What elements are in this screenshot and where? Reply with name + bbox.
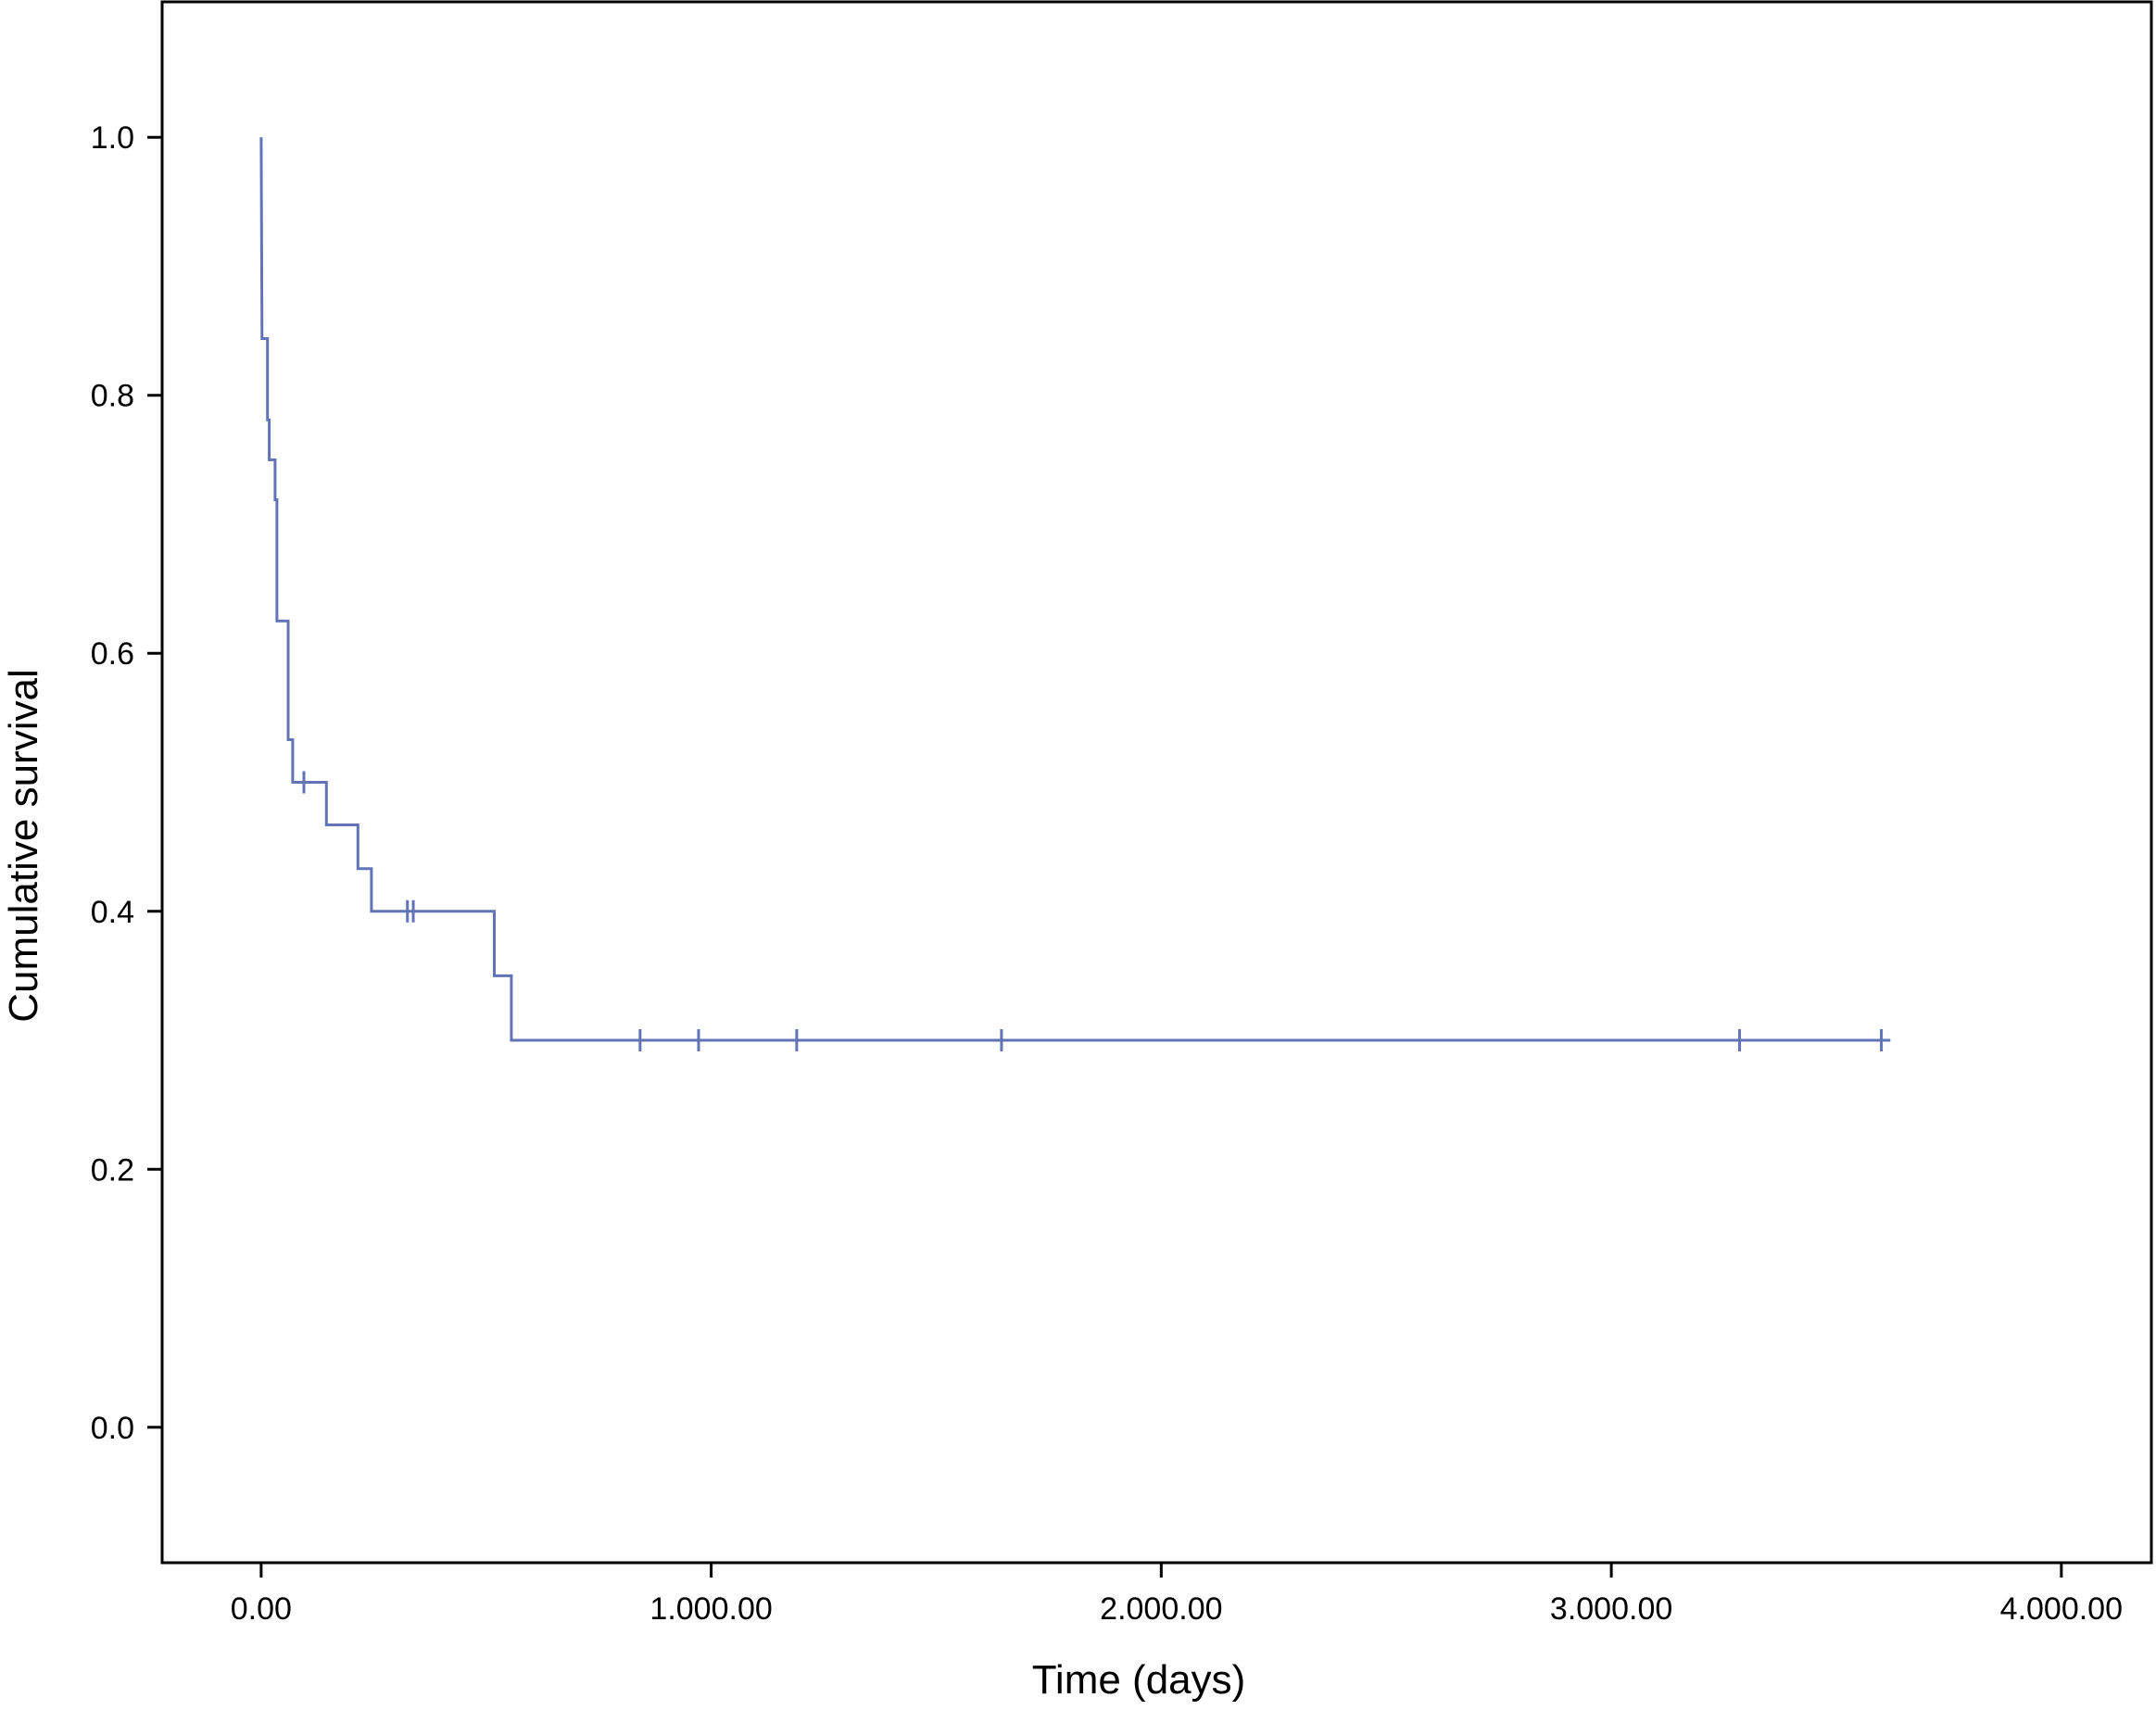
x-tick-label: 1.000.00 [649, 1591, 772, 1627]
plot-frame [160, 0, 2153, 1565]
x-tick-label: 0.00 [231, 1591, 292, 1627]
y-tick-label: 0.6 [91, 636, 134, 672]
x-tick-label: 3.000.00 [1550, 1591, 1672, 1627]
x-tick-label: 4.000.00 [2000, 1591, 2123, 1627]
x-axis-title: Time (days) [1032, 1657, 1246, 1703]
y-tick-label: 1.0 [91, 120, 134, 156]
y-axis-title: Cumulative survival [1, 669, 46, 1022]
y-tick-label: 0.0 [91, 1411, 134, 1446]
y-tick-label: 0.8 [91, 379, 134, 414]
x-axis: 0.00 1.000.00 2.000.00 3.000.00 4.000.00 [231, 1563, 2123, 1627]
survival-curve [259, 137, 1891, 1042]
series-layer [259, 137, 1891, 1052]
y-tick-label: 0.2 [91, 1152, 134, 1188]
y-axis: 0.0 0.2 0.4 0.6 0.8 1.0 [91, 120, 162, 1446]
y-tick-label: 0.4 [91, 895, 134, 930]
x-tick-label: 2.000.00 [1100, 1591, 1222, 1627]
